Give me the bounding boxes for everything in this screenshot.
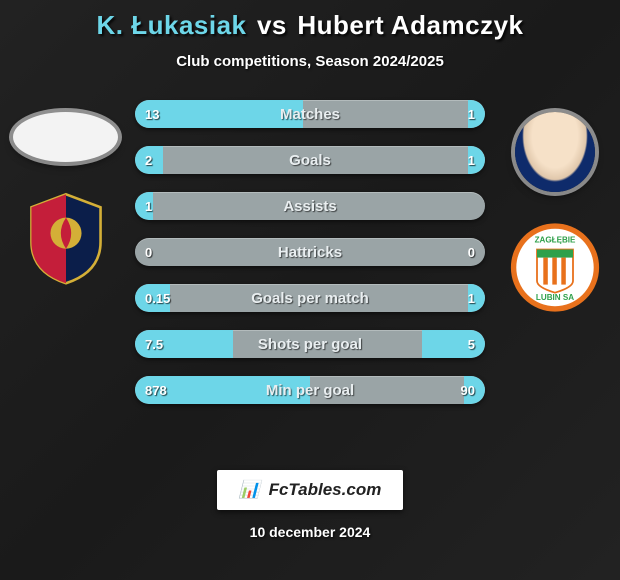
stat-label: Min per goal: [135, 376, 485, 404]
brand-text: FcTables.com: [269, 480, 382, 499]
stat-right-value: 5: [468, 330, 475, 358]
player2-name: Hubert Adamczyk: [297, 10, 523, 40]
stat-left-value: 0: [145, 238, 152, 266]
brand-badge: 📊 FcTables.com: [217, 470, 404, 510]
stat-row: Min per goal878 90: [135, 376, 485, 404]
stat-left-value: 878: [145, 376, 167, 404]
player2-avatar: [515, 112, 595, 192]
stat-row: Goals per match0.15 1: [135, 284, 485, 312]
player1-name: K. Łukasiak: [97, 10, 247, 40]
brand-footer: 📊 FcTables.com: [0, 470, 620, 510]
stat-left-value: 13: [145, 100, 159, 128]
svg-text:ZAGŁĘBIE: ZAGŁĘBIE: [534, 235, 575, 244]
stat-row: Hattricks0 0: [135, 238, 485, 266]
svg-text:LUBIN SA: LUBIN SA: [535, 293, 573, 302]
stat-right-value: 1: [468, 284, 475, 312]
stat-label: Hattricks: [135, 238, 485, 266]
stat-row: Goals2 1: [135, 146, 485, 174]
stat-left-value: 1: [145, 192, 152, 220]
stat-row: Shots per goal7.5 5: [135, 330, 485, 358]
stat-left-value: 7.5: [145, 330, 163, 358]
left-column: [8, 112, 123, 285]
stat-label: Matches: [135, 100, 485, 128]
stat-row: Assists1: [135, 192, 485, 220]
stat-right-value: 0: [468, 238, 475, 266]
stat-label: Shots per goal: [135, 330, 485, 358]
right-column: ZAGŁĘBIE LUBIN SA: [497, 112, 612, 315]
stat-right-value: 1: [468, 100, 475, 128]
stat-row: Matches13 1: [135, 100, 485, 128]
stat-left-value: 2: [145, 146, 152, 174]
stat-label: Goals per match: [135, 284, 485, 312]
date-line: 10 december 2024: [0, 524, 620, 540]
stat-right-value: 1: [468, 146, 475, 174]
vs-text: vs: [257, 10, 287, 40]
comparison-infographic: K. Łukasiak vs Hubert Adamczyk Club comp…: [0, 0, 620, 580]
title-row: K. Łukasiak vs Hubert Adamczyk: [0, 0, 620, 41]
stat-left-value: 0.15: [145, 284, 170, 312]
subtitle: Club competitions, Season 2024/2025: [0, 53, 620, 70]
stat-label: Goals: [135, 146, 485, 174]
player1-avatar: [13, 112, 118, 162]
player2-club-badge: ZAGŁĘBIE LUBIN SA: [510, 220, 600, 315]
stat-label: Assists: [135, 192, 485, 220]
brand-logo-icon: 📊: [239, 480, 258, 499]
player1-club-badge: [21, 190, 111, 285]
stat-right-value: 90: [461, 376, 475, 404]
